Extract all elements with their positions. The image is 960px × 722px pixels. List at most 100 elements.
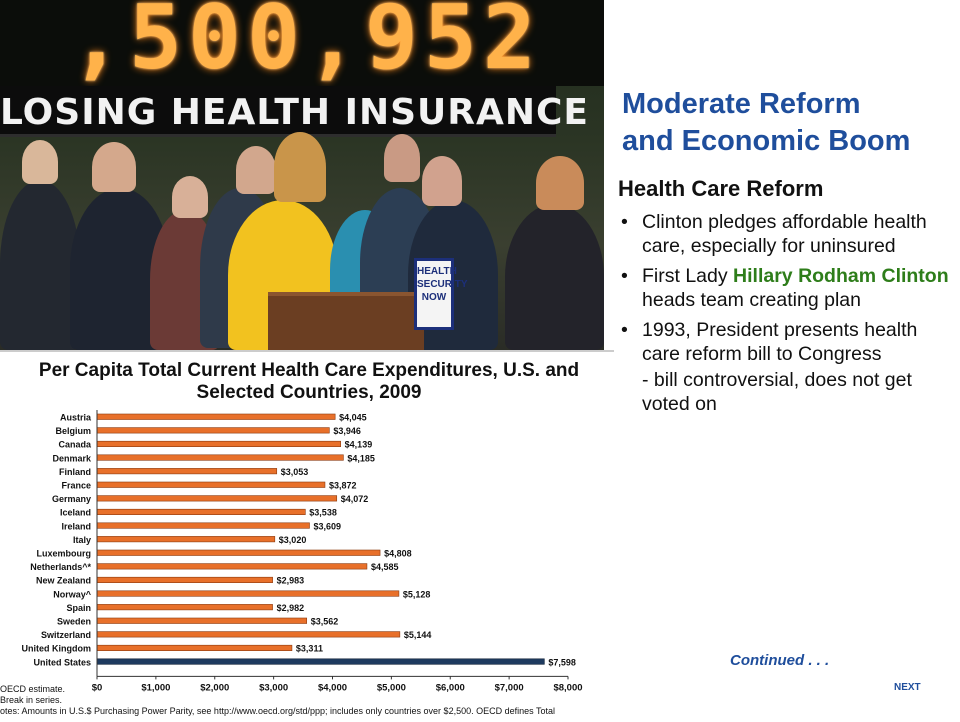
category-label: Spain bbox=[66, 603, 91, 613]
bar bbox=[96, 454, 344, 461]
slide-title-line: and Economic Boom bbox=[622, 125, 911, 157]
highlight-name: Hillary Rodham Clinton bbox=[733, 265, 949, 287]
bar bbox=[96, 658, 545, 665]
press-conference-photo: ,500,952 LOSING HEALTH INSURANCE HEALTH … bbox=[0, 0, 604, 350]
person-figure bbox=[236, 146, 276, 194]
value-label: $3,053 bbox=[281, 467, 309, 477]
value-label: $4,139 bbox=[345, 440, 373, 450]
category-label: Ireland bbox=[61, 521, 91, 531]
category-label: Norway^ bbox=[53, 589, 92, 599]
banner-sign bbox=[0, 86, 556, 137]
value-label: $4,185 bbox=[347, 453, 375, 463]
bullet-item: • Clinton pledges affordable health care… bbox=[618, 210, 954, 258]
bar bbox=[96, 427, 330, 434]
bar bbox=[96, 508, 306, 515]
category-label: Canada bbox=[58, 440, 92, 450]
x-tick-label: $5,000 bbox=[377, 682, 406, 692]
led-counter-board bbox=[0, 0, 604, 86]
value-label: $3,872 bbox=[329, 481, 357, 491]
value-label: $4,072 bbox=[341, 494, 369, 504]
chart-notes: OECD estimate. Break in series. otes: Am… bbox=[0, 684, 600, 717]
slide-title-line: Moderate Reform bbox=[622, 88, 861, 120]
expenditure-chart: Austria $4,045 Belgium $3,946 Canada $4,139 De… bbox=[0, 350, 614, 722]
value-label: $4,808 bbox=[384, 549, 412, 559]
podium-sign-line: NOW bbox=[421, 292, 447, 303]
bullet-list: • Clinton pledges affordable health care… bbox=[618, 210, 954, 422]
continued-label: Continued . . . bbox=[730, 652, 830, 669]
value-label: $3,562 bbox=[311, 617, 339, 627]
value-label: $3,020 bbox=[279, 535, 307, 545]
bar bbox=[96, 468, 278, 475]
podium-sign: HEALTH SECURITY NOW bbox=[414, 258, 468, 330]
person-figure bbox=[384, 134, 420, 182]
podium-sign-line: SECURITY bbox=[417, 279, 468, 290]
bar bbox=[96, 495, 338, 502]
bullet-glyph: • bbox=[621, 265, 628, 287]
bullet-glyph: • bbox=[621, 319, 628, 341]
bar bbox=[96, 536, 276, 543]
bar bbox=[96, 604, 273, 611]
chart-title: Per Capita Total Current Health Care Exp… bbox=[38, 360, 580, 403]
category-label: Denmark bbox=[52, 453, 92, 463]
value-label: $3,609 bbox=[313, 521, 341, 531]
next-button[interactable]: NEXT bbox=[894, 682, 921, 693]
person-figure bbox=[422, 156, 462, 206]
category-label: France bbox=[61, 481, 91, 491]
bar bbox=[96, 563, 368, 570]
chart-note: otes: Amounts in U.S.$ Purchasing Power … bbox=[0, 706, 555, 716]
category-label: Belgium bbox=[55, 426, 91, 436]
podium-sign-line: HEALTH bbox=[417, 266, 457, 277]
x-tick-label: $6,000 bbox=[436, 682, 465, 692]
bullet-text: 1993, President presents health care ref… bbox=[642, 319, 918, 365]
bar bbox=[96, 549, 381, 556]
value-label: $5,128 bbox=[403, 589, 431, 599]
bullet-text-suffix: heads team creating plan bbox=[642, 289, 861, 311]
category-label: Finland bbox=[59, 467, 91, 477]
bar bbox=[96, 481, 326, 488]
category-label: Italy bbox=[73, 535, 91, 545]
person-figure bbox=[505, 204, 604, 350]
person-figure bbox=[92, 142, 136, 192]
value-label: $4,585 bbox=[371, 562, 399, 572]
bullet-item: • 1993, President presents health care r… bbox=[618, 318, 954, 416]
bullet-text: Clinton pledges affordable health care, … bbox=[642, 211, 927, 257]
x-tick-label: $7,000 bbox=[495, 682, 524, 692]
category-label: Iceland bbox=[60, 508, 91, 518]
bar bbox=[96, 617, 308, 624]
chart-note: OECD estimate. bbox=[0, 684, 66, 694]
bar bbox=[96, 631, 401, 638]
x-tick-label: $3,000 bbox=[259, 682, 288, 692]
category-label: Germany bbox=[52, 494, 91, 504]
x-tick-label: $0 bbox=[92, 682, 103, 692]
bullet-glyph: • bbox=[621, 211, 628, 233]
value-label: $3,311 bbox=[296, 644, 323, 654]
led-counter-digits: ,500,952 bbox=[70, 0, 542, 89]
x-tick-label: $2,000 bbox=[200, 682, 229, 692]
category-label: Austria bbox=[60, 413, 92, 423]
bar bbox=[96, 576, 273, 583]
category-label: United Kingdom bbox=[22, 644, 92, 654]
value-label: $2,983 bbox=[277, 576, 305, 586]
category-label: United States bbox=[33, 657, 91, 667]
bullet-text-prefix: First Lady bbox=[642, 265, 734, 287]
chart-note: Break in series. bbox=[0, 695, 63, 705]
bar bbox=[96, 644, 293, 652]
value-label: $7,598 bbox=[548, 657, 576, 667]
category-label: New Zealand bbox=[36, 576, 91, 586]
banner-sign-text: LOSING HEALTH INSURANCE bbox=[0, 92, 589, 133]
person-figure bbox=[0, 180, 80, 350]
person-figure bbox=[536, 156, 584, 210]
category-label: Switzerland bbox=[41, 630, 91, 640]
bar bbox=[96, 413, 336, 420]
bar bbox=[96, 522, 310, 529]
value-label: $5,144 bbox=[404, 630, 432, 640]
value-label: $3,946 bbox=[333, 426, 361, 436]
value-label: $4,045 bbox=[339, 413, 367, 423]
person-figure bbox=[172, 176, 208, 218]
chart-svg: Austria $4,045 Belgium $3,946 Canada $4,139 De… bbox=[22, 410, 583, 692]
bullet-item: • First Lady Hillary Rodham Clinton head… bbox=[618, 264, 954, 312]
category-label: Netherlands^* bbox=[30, 562, 91, 572]
slide-title: Moderate Reform and Economic Boom bbox=[622, 86, 952, 160]
x-tick-label: $1,000 bbox=[141, 682, 170, 692]
section-heading: Health Care Reform bbox=[618, 176, 824, 201]
